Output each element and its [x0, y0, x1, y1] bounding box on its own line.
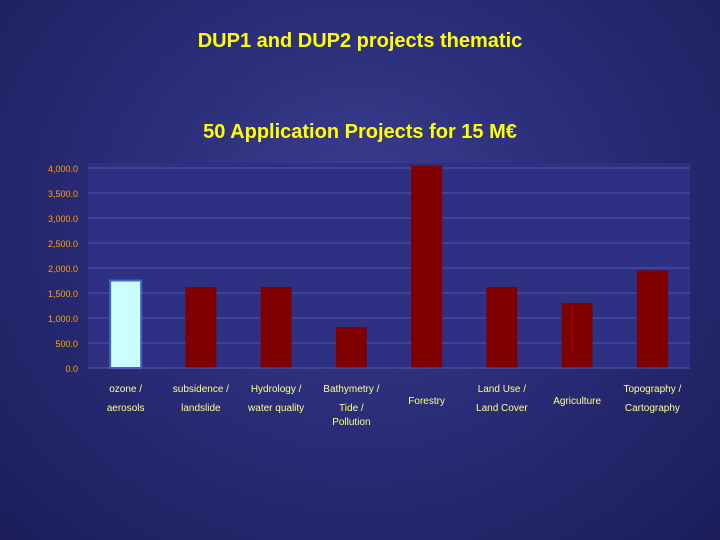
x-category-label: subsidence / landslide: [173, 384, 229, 414]
x-category-line: Bathymetry /: [323, 384, 379, 395]
x-category-line: Land Cover: [476, 403, 528, 414]
y-tick-label: 1,500.0: [48, 289, 78, 299]
bar: [260, 287, 292, 368]
x-category-label: Agriculture: [553, 396, 601, 407]
x-category-line: landslide: [181, 403, 221, 414]
y-tick-label: 3,500.0: [48, 189, 78, 199]
y-tick-label: 2,500.0: [48, 239, 78, 249]
x-category-line: Land Use /: [478, 384, 527, 395]
x-category-line: ozone /: [109, 384, 142, 395]
x-category-line: aerosols: [107, 403, 145, 414]
y-tick-label: 3,000.0: [48, 214, 78, 224]
y-tick-label: 500.0: [55, 339, 78, 349]
bar: [109, 279, 143, 369]
x-category-label: Topography / Cartography: [623, 384, 681, 414]
chart-title: 50 Application Projects for 15 M€: [203, 121, 517, 143]
plot-area: [88, 163, 690, 368]
bars: [109, 165, 668, 369]
x-category-line: Cartography: [625, 403, 680, 414]
bar: [411, 165, 443, 368]
x-category-label: Forestry: [408, 396, 445, 407]
bar: [561, 303, 593, 368]
x-category-line: Agriculture: [553, 396, 601, 407]
x-category-label: Bathymetry / Tide / Pollution: [323, 384, 379, 428]
y-tick-label: 0.0: [65, 364, 78, 374]
y-tick-label: 4,000.0: [48, 164, 78, 174]
x-category-line: subsidence /: [173, 384, 229, 395]
x-category-line: Forestry: [408, 396, 445, 407]
slide-title: DUP1 and DUP2 projects thematic: [197, 30, 523, 52]
bar: [335, 327, 367, 368]
x-category-line: Pollution: [332, 417, 370, 428]
x-category-label: Hydrology / water quality: [247, 384, 304, 414]
bar: [185, 287, 217, 368]
x-category-line: Hydrology /: [251, 384, 302, 395]
y-tick-label: 1,000.0: [48, 314, 78, 324]
x-axis-labels: ozone / aerosols subsidence / landslide Hydr…: [107, 384, 682, 428]
y-tick-label: 2,000.0: [48, 264, 78, 274]
x-category-line: Tide /: [339, 403, 364, 414]
x-category-line: water quality: [247, 403, 304, 414]
bar: [486, 287, 518, 368]
x-category-label: Land Use / Land Cover: [476, 384, 528, 414]
x-category-label: ozone / aerosols: [107, 384, 145, 414]
y-axis-ticks: 0.0 500.0 1,000.0 1,500.0 2,000.0 2,500.0 3,00…: [48, 164, 78, 374]
bar: [636, 270, 668, 368]
x-category-line: Topography /: [623, 384, 681, 395]
